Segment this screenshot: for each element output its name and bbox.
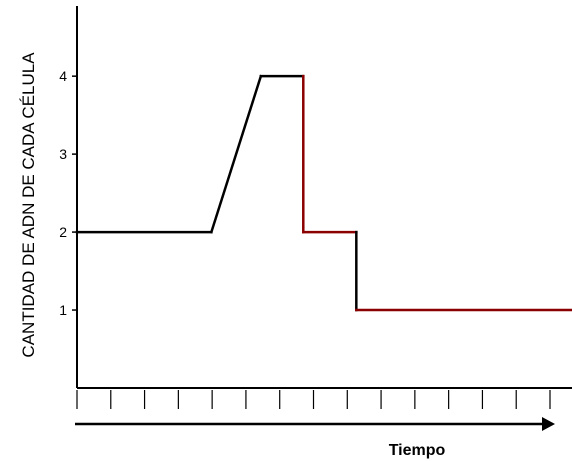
time-arrow-head	[542, 417, 555, 431]
y-tick-label: 3	[59, 146, 67, 162]
y-tick-label: 1	[59, 302, 67, 318]
x-axis-title: Tiempo	[389, 442, 446, 459]
y-axis-title: CANTIDAD DE ADN DE CADA CÉLULA	[19, 52, 38, 358]
series	[75, 74, 572, 312]
x-ticks	[76, 390, 551, 409]
y-ticks: 1 2 3 4	[59, 68, 77, 318]
y-tick-label: 4	[59, 68, 67, 84]
time-arrow	[75, 417, 555, 431]
y-tick-label: 2	[59, 224, 67, 240]
series-line-segment	[209, 74, 263, 234]
